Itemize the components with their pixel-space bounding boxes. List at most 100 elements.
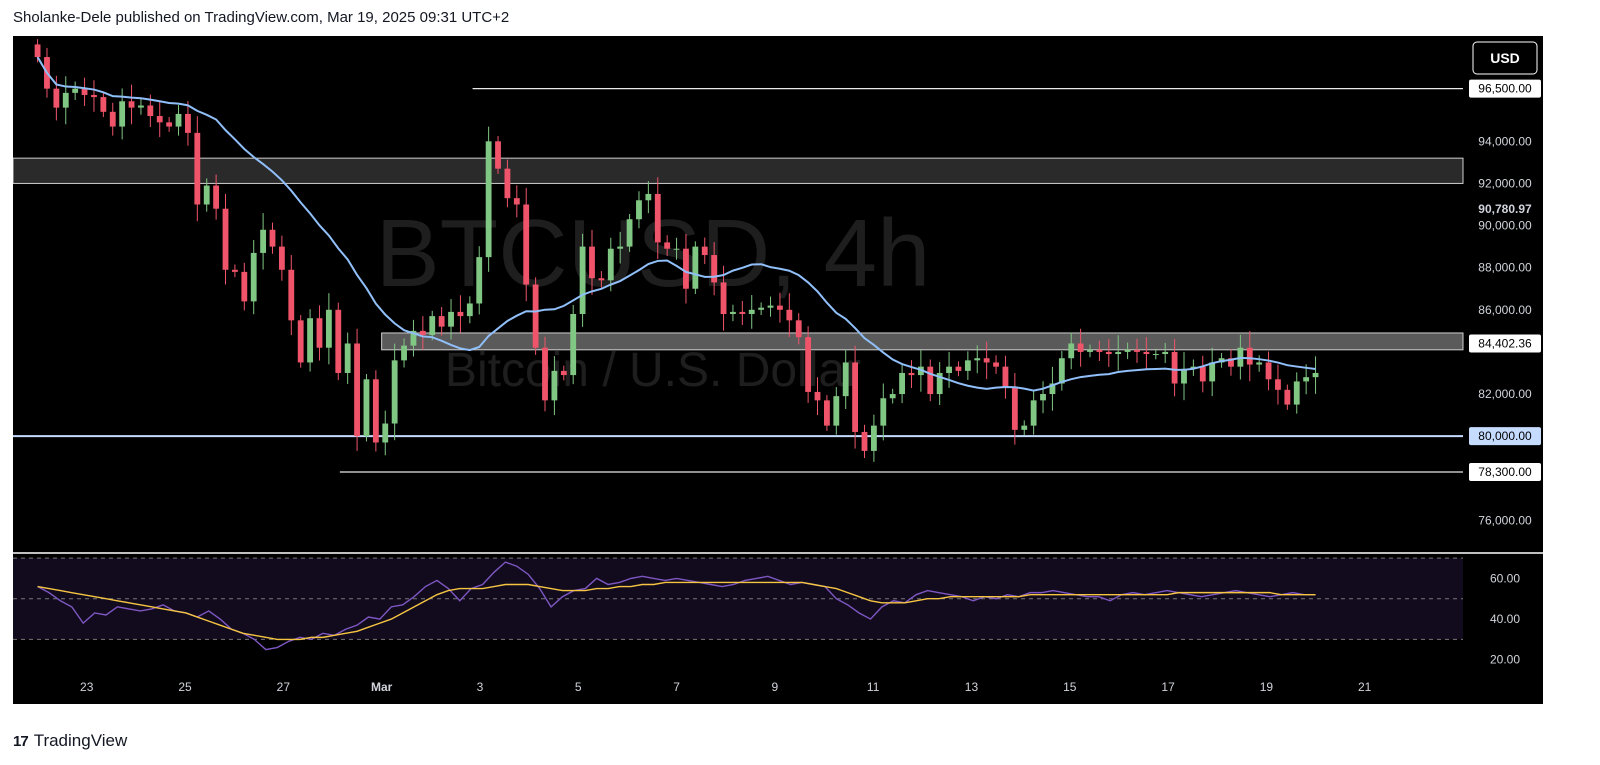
- candle: [664, 242, 671, 249]
- tradingview-logo-icon: 17: [13, 732, 29, 750]
- candle: [1040, 394, 1046, 401]
- candle: [1171, 351, 1178, 384]
- candle: [823, 400, 830, 426]
- candle: [579, 246, 586, 315]
- candle: [1058, 358, 1065, 384]
- candle: [983, 358, 990, 363]
- symbol-watermark: BTCUSD, 4h Bitcoin / U.S. Dollar: [376, 200, 931, 397]
- candle: [53, 88, 60, 108]
- candle: [598, 278, 605, 281]
- candle: [448, 311, 454, 327]
- candle: [109, 111, 116, 127]
- candle: [739, 311, 746, 315]
- price-chart[interactable]: BTCUSD, 4h Bitcoin / U.S. Dollar 76,000.…: [13, 36, 1543, 704]
- candle: [185, 113, 191, 133]
- candle: [250, 252, 257, 302]
- candle: [701, 246, 708, 256]
- price-tick-label: 94,000.00: [1478, 134, 1532, 148]
- price-tick-label: 90,000.00: [1478, 219, 1532, 233]
- rsi-ma-line: [37, 581, 1316, 641]
- candle: [410, 330, 417, 346]
- price-label-box: [1469, 334, 1541, 353]
- candle: [1199, 366, 1206, 382]
- candle: [692, 246, 699, 289]
- candle: [908, 372, 915, 376]
- candle: [278, 246, 285, 270]
- candle: [128, 101, 135, 108]
- publisher-line: Sholanke-Dele published on TradingView.c…: [13, 9, 510, 26]
- price-label-box: [1469, 427, 1541, 446]
- candle: [1275, 379, 1281, 390]
- candle: [401, 345, 407, 361]
- price-axis: 76,000.00 78,300.00 80,000.00 82,000.00 84,4…: [1469, 79, 1541, 667]
- candle: [513, 198, 520, 205]
- candle: [203, 185, 210, 205]
- candle: [147, 105, 154, 117]
- candle: [551, 370, 558, 401]
- candle: [654, 193, 661, 243]
- candle: [673, 248, 680, 250]
- candle: [419, 330, 426, 336]
- candle: [880, 398, 887, 426]
- candle: [1246, 347, 1253, 365]
- candle: [213, 185, 220, 209]
- candle: [946, 366, 952, 373]
- candle: [523, 204, 530, 285]
- candle: [1209, 362, 1216, 382]
- candle: [1284, 389, 1291, 405]
- candle: [354, 343, 360, 437]
- candle: [993, 362, 999, 367]
- watermark-description: Bitcoin / U.S. Dollar: [445, 344, 861, 397]
- time-tick-label: 21: [1358, 680, 1372, 694]
- time-tick-label: 17: [1161, 680, 1175, 694]
- ma-layer: [36, 56, 1316, 392]
- candle: [297, 320, 304, 363]
- candle: [1115, 351, 1122, 355]
- candle: [1021, 425, 1028, 430]
- candle: [645, 193, 652, 201]
- candle: [1162, 351, 1169, 355]
- candle: [1312, 372, 1319, 378]
- candle: [711, 255, 718, 283]
- candle: [307, 318, 313, 363]
- candle: [429, 316, 436, 336]
- candle: [1077, 343, 1084, 352]
- candle: [683, 248, 689, 289]
- price-tick-label: 82,000.00: [1478, 387, 1532, 401]
- rsi-tick-label: 60.00: [1490, 571, 1520, 585]
- candle: [316, 318, 323, 348]
- candle: [438, 316, 445, 327]
- watermark-symbol: BTCUSD, 4h: [376, 200, 931, 307]
- candle: [927, 366, 934, 395]
- zone-1: [381, 332, 1464, 351]
- price-tick-label: 84,402.36: [1478, 336, 1532, 350]
- time-tick-label: 15: [1063, 680, 1077, 694]
- candle: [1068, 343, 1075, 359]
- candle: [344, 343, 351, 373]
- candle: [222, 208, 229, 270]
- candle: [325, 309, 332, 348]
- levels-layer: [13, 88, 1463, 473]
- candle: [166, 122, 173, 127]
- candle: [1002, 366, 1009, 388]
- price-label-box: [1469, 462, 1541, 481]
- candle: [34, 44, 41, 58]
- candle: [1303, 377, 1310, 382]
- candle: [1181, 368, 1187, 384]
- candle: [955, 366, 962, 371]
- candle: [175, 113, 182, 127]
- candle: [1256, 362, 1263, 365]
- candle: [231, 269, 238, 272]
- candle: [156, 116, 163, 123]
- candle: [1293, 381, 1300, 405]
- time-tick-label: 27: [277, 680, 291, 694]
- candle: [1030, 400, 1037, 426]
- candle: [861, 431, 868, 451]
- price-tick-label: 80,000.00: [1478, 429, 1532, 443]
- currency-button[interactable]: USD: [1472, 41, 1538, 75]
- price-tick-label: 78,300.00: [1478, 465, 1532, 479]
- candle: [1152, 354, 1159, 356]
- candle: [1190, 366, 1197, 369]
- candle: [119, 101, 126, 127]
- candle: [542, 347, 548, 401]
